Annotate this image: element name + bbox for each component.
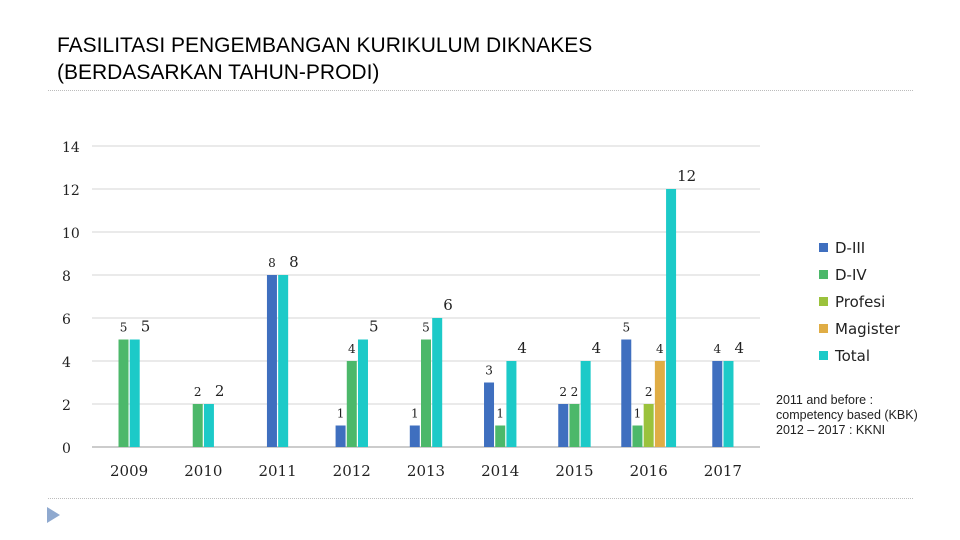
legend-swatch bbox=[819, 351, 828, 360]
bar-d-iv-2009 bbox=[118, 339, 129, 447]
bar-d-iii-2017 bbox=[712, 361, 723, 447]
legend-label: D-IV bbox=[835, 266, 867, 284]
data-label: 5 bbox=[622, 321, 630, 335]
legend-swatch bbox=[819, 297, 828, 306]
bar-d-iv-2015 bbox=[569, 404, 580, 447]
bar-total-2014 bbox=[506, 361, 517, 447]
data-label: 1 bbox=[496, 407, 504, 421]
bar-d-iii-2014 bbox=[484, 382, 495, 447]
data-label: 1 bbox=[337, 407, 345, 421]
y-tick-label: 10 bbox=[62, 226, 80, 242]
data-label: 5 bbox=[141, 318, 151, 336]
data-label: 1 bbox=[634, 407, 642, 421]
note-line-2: competency based (KBK) bbox=[776, 408, 918, 422]
title-line-1: FASILITASI PENGEMBANGAN KURIKULUM DIKNAK… bbox=[57, 34, 593, 57]
bar-d-iv-2014 bbox=[495, 425, 506, 447]
bar-profesi-2016 bbox=[643, 404, 654, 447]
data-label: 4 bbox=[592, 339, 602, 357]
x-tick-label: 2012 bbox=[333, 462, 371, 480]
legend-swatch bbox=[819, 324, 828, 333]
data-label: 5 bbox=[422, 321, 430, 335]
bar-total-2016 bbox=[666, 189, 677, 447]
y-tick-label: 2 bbox=[62, 398, 71, 414]
bar-d-iv-2010 bbox=[192, 404, 203, 447]
bar-d-iv-2012 bbox=[346, 361, 357, 447]
legend-label: Total bbox=[834, 347, 870, 365]
bar-d-iii-2016 bbox=[621, 339, 632, 447]
title-line-2: (BERDASARKAN TAHUN-PRODI) bbox=[57, 61, 380, 84]
legend-swatch bbox=[819, 243, 828, 252]
bullet-triangle-icon bbox=[47, 507, 60, 523]
y-tick-label: 6 bbox=[62, 312, 71, 328]
x-tick-label: 2017 bbox=[704, 462, 742, 480]
top-divider bbox=[48, 90, 913, 91]
bar-total-2017 bbox=[723, 361, 734, 447]
bottom-divider bbox=[48, 498, 913, 499]
bar-d-iv-2016 bbox=[632, 425, 643, 447]
legend-label: Magister bbox=[835, 320, 901, 338]
bar-total-2013 bbox=[432, 318, 443, 447]
x-tick-label: 2011 bbox=[258, 462, 296, 480]
bar-d-iii-2011 bbox=[266, 275, 277, 447]
x-tick-label: 2014 bbox=[481, 462, 519, 480]
data-label: 5 bbox=[120, 321, 128, 335]
legend-swatch bbox=[819, 270, 828, 279]
data-label: 4 bbox=[517, 339, 527, 357]
data-label: 4 bbox=[656, 342, 664, 356]
bar-d-iii-2015 bbox=[558, 404, 569, 447]
bar-total-2015 bbox=[580, 361, 591, 447]
bar-total-2009 bbox=[129, 339, 140, 447]
curriculum-note: 2011 and before : competency based (KBK)… bbox=[776, 393, 956, 438]
data-label: 8 bbox=[289, 253, 299, 271]
bar-total-2012 bbox=[357, 339, 368, 447]
data-label: 2 bbox=[645, 385, 653, 399]
legend-label: Profesi bbox=[835, 293, 885, 311]
y-tick-label: 0 bbox=[62, 441, 71, 457]
data-label: 2 bbox=[571, 385, 579, 399]
data-label: 12 bbox=[677, 167, 696, 185]
legend-label: D-III bbox=[835, 239, 865, 257]
bar-d-iii-2013 bbox=[409, 425, 420, 447]
note-line-3: 2012 – 2017 : KKNI bbox=[776, 423, 886, 437]
x-tick-label: 2010 bbox=[184, 462, 222, 480]
bar-total-2010 bbox=[203, 404, 214, 447]
data-label: 2 bbox=[194, 385, 202, 399]
data-label: 4 bbox=[734, 339, 744, 357]
y-tick-label: 8 bbox=[62, 269, 71, 285]
bar-d-iv-2013 bbox=[421, 339, 431, 447]
data-label: 4 bbox=[348, 342, 356, 356]
y-tick-label: 14 bbox=[62, 140, 80, 156]
data-label: 8 bbox=[268, 256, 276, 270]
y-tick-label: 4 bbox=[62, 355, 71, 371]
x-tick-label: 2016 bbox=[630, 462, 668, 480]
bar-d-iii-2012 bbox=[335, 425, 346, 447]
data-label: 5 bbox=[369, 318, 379, 336]
data-label: 2 bbox=[559, 385, 567, 399]
data-label: 1 bbox=[411, 407, 419, 421]
x-tick-label: 2013 bbox=[407, 462, 445, 480]
y-tick-label: 12 bbox=[62, 183, 80, 199]
slide-title: FASILITASI PENGEMBANGAN KURIKULUM DIKNAK… bbox=[57, 32, 877, 86]
data-label: 4 bbox=[713, 342, 721, 356]
x-tick-label: 2009 bbox=[110, 462, 148, 480]
data-label: 6 bbox=[443, 296, 453, 314]
bar-magister-2016 bbox=[654, 361, 665, 447]
data-label: 2 bbox=[215, 382, 225, 400]
note-line-1: 2011 and before : bbox=[776, 393, 874, 407]
data-label: 3 bbox=[485, 364, 493, 378]
x-tick-label: 2015 bbox=[555, 462, 593, 480]
bar-total-2011 bbox=[278, 275, 289, 447]
